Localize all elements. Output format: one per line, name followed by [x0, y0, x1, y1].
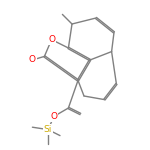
Text: O: O: [51, 112, 57, 121]
Text: Si: Si: [44, 125, 52, 134]
Text: O: O: [48, 35, 55, 44]
Text: O: O: [29, 56, 36, 64]
